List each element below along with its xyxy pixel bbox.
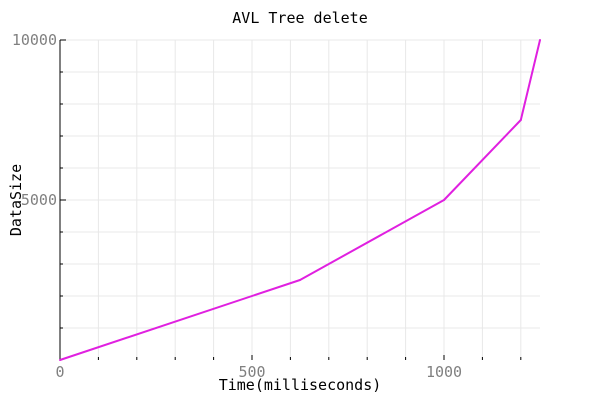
chart-title: AVL Tree delete: [232, 9, 367, 27]
grid: [59, 39, 540, 360]
data-point: [59, 359, 61, 361]
series-layer: [59, 39, 541, 361]
data-point: [519, 119, 522, 121]
x-tick-label: 1000: [426, 363, 462, 381]
y-axis-label: DataSize: [7, 164, 25, 236]
tick-labels: 0 500 1000 5000 10000: [12, 31, 462, 381]
data-point: [299, 279, 301, 281]
x-tick-label: 0: [55, 363, 64, 381]
axes: [59, 39, 522, 360]
x-tick-label: 500: [238, 363, 265, 381]
y-tick-label: 10000: [12, 31, 57, 49]
x-axis-label: Time(milliseconds): [219, 376, 382, 394]
y-tick-label: 5000: [21, 191, 57, 209]
data-point: [539, 39, 541, 41]
data-point: [443, 199, 445, 201]
